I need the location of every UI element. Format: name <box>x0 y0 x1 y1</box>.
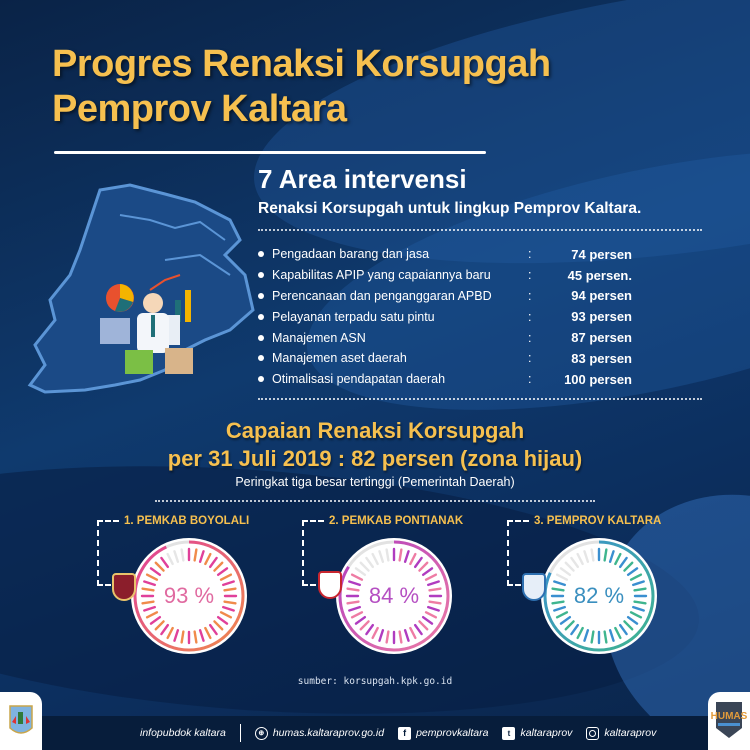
humas-badge-icon: HUMAS <box>711 702 748 738</box>
footer-text: pemprovkaltara <box>416 727 489 739</box>
source-note: sumber: korsupgah.kpk.go.id <box>297 676 453 687</box>
list-item: Manajemen aset daerah: 83 persen <box>258 348 632 369</box>
bullet-icon <box>258 272 264 279</box>
footer-instagram-link[interactable]: kaltaraprov <box>586 726 657 740</box>
facebook-icon: f <box>398 726 412 740</box>
intervention-list: Pengadaan barang dan jasa: 74 persen Kapa… <box>258 244 632 390</box>
kaltara-emblem-icon <box>9 705 33 734</box>
intervention-subtitle: Renaksi Korsupgah untuk lingkup Pemprov … <box>258 200 642 217</box>
item-label: Manajemen ASN <box>272 330 366 345</box>
progress-ring <box>541 538 657 654</box>
bullet-icon <box>258 376 264 383</box>
item-value: 83 persen <box>571 350 632 366</box>
ranking-label: 3. PEMPROV KALTARA <box>534 515 662 527</box>
dotted-divider <box>258 398 702 400</box>
list-item: Pengadaan barang dan jasa: 74 persen <box>258 244 632 265</box>
item-label: Kapabilitas APIP yang capaiannya baru <box>272 268 491 283</box>
intervention-title: 7 Area intervensi <box>258 164 467 194</box>
instagram-icon <box>586 726 600 740</box>
item-label: Perencanaan dan penganggaran APBD <box>272 288 492 303</box>
humas-logo: HUMAS <box>708 692 750 750</box>
ranking-label: 1. PEMKAB BOYOLALI <box>124 515 250 527</box>
list-item: Pelayanan terpadu satu pintu: 93 persen <box>258 306 632 327</box>
bullet-icon <box>258 334 264 341</box>
ranking-card-3: 3. PEMPROV KALTARA 82 % <box>490 505 690 685</box>
bullet-icon <box>258 292 264 299</box>
list-item: Otimalisasi pendapatan daerah: 100 persen <box>258 369 632 390</box>
item-label: Manajemen aset daerah <box>272 351 407 366</box>
globe-icon: ⊕ <box>254 726 268 740</box>
kaltara-logo <box>0 692 42 750</box>
boyolali-emblem-icon <box>112 573 136 601</box>
item-label: Pengadaan barang dan jasa <box>272 247 430 262</box>
item-separator: : <box>528 247 532 262</box>
item-value: 94 persen <box>571 288 632 304</box>
achievement-heading-line-2: per 31 Juli 2019 : 82 persen (zona hijau… <box>167 446 583 471</box>
ranking-card-2: 2. PEMKAB PONTIANAK 84 % <box>290 505 490 685</box>
title-divider <box>54 151 486 154</box>
ranking-percent: 84 % <box>368 583 420 608</box>
item-value: 93 persen <box>571 309 632 325</box>
connector-bracket <box>97 520 119 586</box>
ranking-percent: 93 % <box>163 583 215 608</box>
footer-bar <box>0 716 750 750</box>
progress-ring <box>336 538 452 654</box>
progress-ring <box>131 538 247 654</box>
footer-text: humas.kaltaraprov.go.id <box>272 727 385 739</box>
item-label: Otimalisasi pendapatan daerah <box>272 372 446 387</box>
achievement-caption: Peringkat tiga besar tertinggi (Pemerint… <box>235 475 515 489</box>
footer-text: infopubdok kaltara <box>140 727 226 739</box>
footer-divider <box>239 724 241 742</box>
twitter-icon: t <box>502 726 516 740</box>
ranking-card-1: 1. PEMKAB BOYOLALI 93 % <box>80 505 280 685</box>
dotted-divider <box>155 500 595 502</box>
footer-text: kaltaraprov <box>604 727 657 739</box>
item-separator: : <box>528 288 532 303</box>
connector-bracket <box>507 520 529 586</box>
footer-twitter-link[interactable]: t kaltaraprov <box>502 726 573 740</box>
item-separator: : <box>528 330 532 345</box>
item-label: Pelayanan terpadu satu pintu <box>272 309 435 324</box>
bullet-icon <box>258 355 264 362</box>
footer-links: infopubdok kaltara ⊕ humas.kaltaraprov.go… <box>140 716 656 750</box>
list-item: Kapabilitas APIP yang capaiannya baru: 45… <box>258 265 632 286</box>
dotted-divider <box>258 229 702 231</box>
footer-website-link[interactable]: ⊕ humas.kaltaraprov.go.id <box>254 726 385 740</box>
item-value: 74 persen <box>571 246 632 262</box>
pontianak-emblem-icon <box>318 571 342 599</box>
footer-infopubdok: infopubdok kaltara <box>140 727 226 739</box>
footer-text: kaltaraprov <box>520 727 573 739</box>
page-title: Progres Renaksi Korsupgah Pemprov Kaltar… <box>52 42 551 132</box>
kaltara-emblem-icon <box>522 573 546 601</box>
title-line-2: Pemprov Kaltara <box>52 88 347 130</box>
list-item: Perencanaan dan penganggaran APBD: 94 per… <box>258 286 632 307</box>
ranking-percent: 82 % <box>573 583 625 608</box>
item-separator: : <box>528 351 532 366</box>
footer-facebook-link[interactable]: f pemprovkaltara <box>398 726 489 740</box>
connector-bracket <box>302 520 324 586</box>
item-value: 100 persen <box>564 371 632 387</box>
achievement-heading-line-1: Capaian Renaksi Korsupgah <box>225 418 525 443</box>
title-line-1: Progres Renaksi Korsupgah <box>52 43 551 85</box>
item-separator: : <box>528 372 532 387</box>
item-separator: : <box>528 309 532 324</box>
kaltara-map-illustration <box>27 183 255 394</box>
official-illustration <box>100 274 193 374</box>
svg-text:HUMAS: HUMAS <box>711 711 748 722</box>
item-value: 45 persen. <box>567 267 632 283</box>
list-item: Manajemen ASN: 87 persen <box>258 327 632 348</box>
bullet-icon <box>258 313 264 320</box>
bullet-icon <box>258 251 264 258</box>
ranking-label: 2. PEMKAB PONTIANAK <box>329 515 464 527</box>
item-value: 87 persen <box>571 330 632 346</box>
item-separator: : <box>528 268 532 283</box>
